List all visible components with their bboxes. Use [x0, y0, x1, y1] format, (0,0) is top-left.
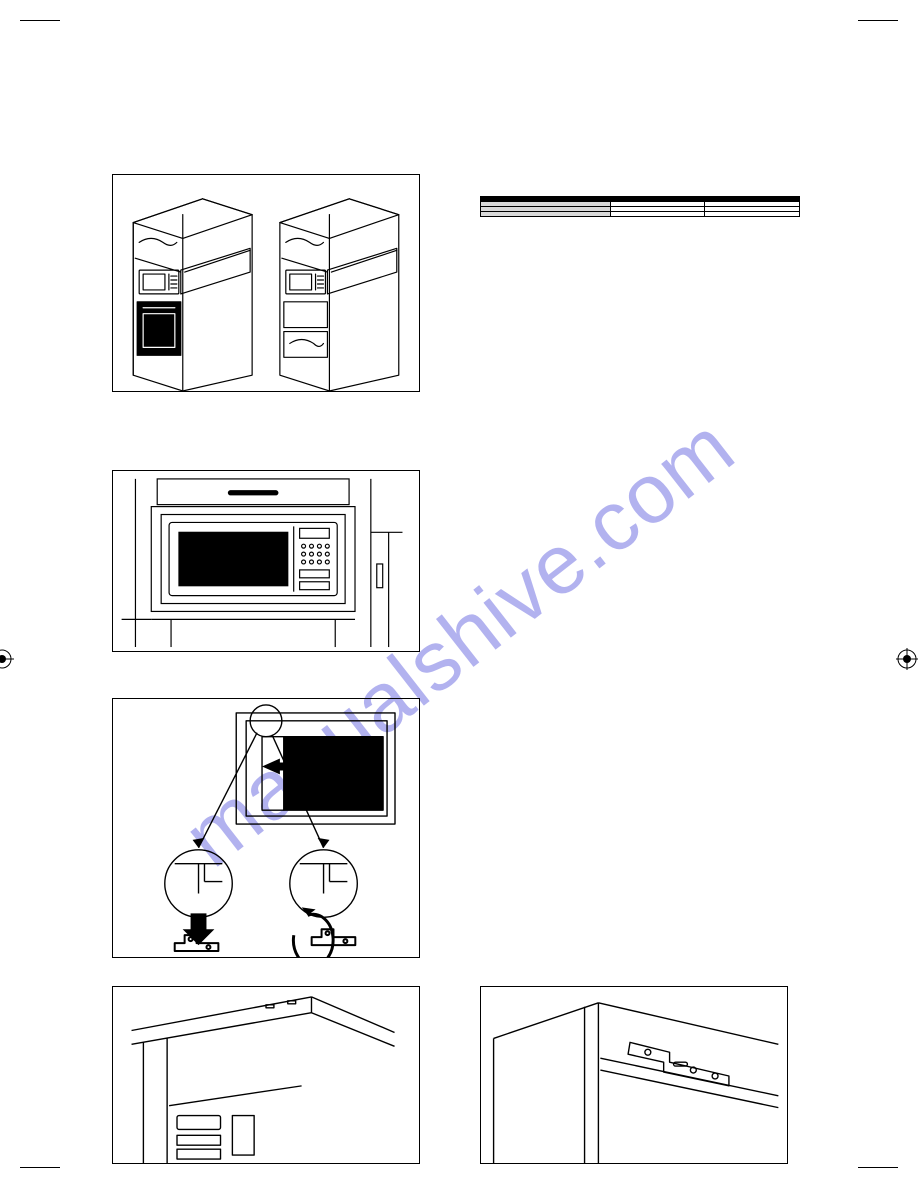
- figure-frame-corner: [112, 986, 420, 1164]
- registration-mark-right: [896, 648, 918, 675]
- table-cell: [481, 212, 611, 217]
- registration-mark-left: [0, 648, 14, 675]
- figure-cabinet-options: [112, 174, 420, 392]
- crop-mark-top-left: [20, 20, 60, 60]
- dimensions-table: [480, 196, 800, 217]
- figure-bracket-mounted: [480, 986, 788, 1164]
- crop-mark-top-right: [858, 20, 898, 60]
- figure-install-screw-detail: [112, 698, 420, 958]
- crop-mark-bottom-right: [858, 1128, 898, 1168]
- crop-mark-bottom-left: [20, 1128, 60, 1168]
- page: manualshive.com: [0, 0, 918, 1188]
- table-cell: [610, 212, 705, 217]
- table-cell: [705, 212, 800, 217]
- figure-front-elevation: [112, 470, 420, 652]
